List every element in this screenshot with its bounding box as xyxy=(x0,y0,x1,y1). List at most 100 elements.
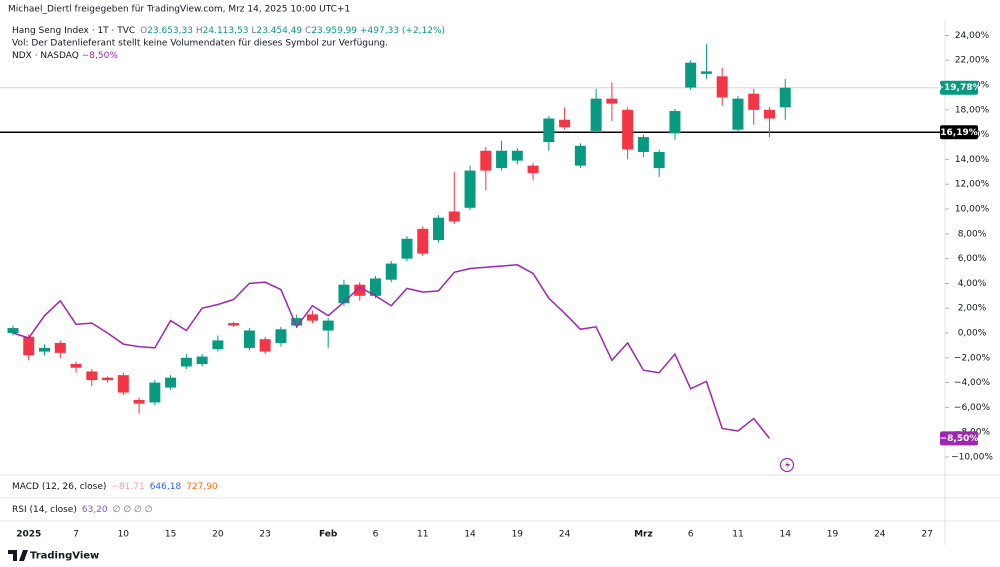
x-tick-label: 23 xyxy=(259,530,270,540)
candle-body xyxy=(165,377,177,388)
candle-body xyxy=(117,375,129,393)
candle-body xyxy=(39,347,51,352)
candle-body xyxy=(417,228,429,254)
y-tick-label: 6,00% xyxy=(958,254,987,264)
candle-body xyxy=(149,382,161,403)
indicator-row: RSI (14, close) 63,20 ∅ ∅ ∅ ∅ xyxy=(12,505,153,515)
candle-body xyxy=(527,165,539,174)
x-tick-label: 27 xyxy=(921,530,932,540)
alert-icon xyxy=(779,457,795,473)
candle-body xyxy=(732,98,744,130)
x-tick-label: 6 xyxy=(373,530,379,540)
price-badge xyxy=(940,125,978,140)
candle-body xyxy=(228,323,240,326)
candle-body xyxy=(102,377,114,381)
candle-body xyxy=(306,314,318,321)
price-badge-label: +19,78% xyxy=(936,83,981,93)
ohlc-value: 23.959,99 xyxy=(311,26,357,36)
candle-body xyxy=(243,330,255,348)
x-tick-label: 20 xyxy=(212,530,224,540)
compare-line xyxy=(12,264,771,439)
legend-change: +497,33 (+2,12%) xyxy=(360,26,445,36)
legend-row: Hang Seng Index · 1T · TVC O23.653,33 H2… xyxy=(12,26,445,36)
candle-body xyxy=(369,278,381,296)
candle-body xyxy=(86,371,98,381)
candle-body xyxy=(496,150,508,169)
x-tick-label: 24 xyxy=(559,530,571,540)
candle-body xyxy=(7,328,19,334)
ohlc-value: 23.454,49 xyxy=(256,26,302,36)
candle-body xyxy=(653,151,665,169)
candle-body xyxy=(180,357,192,367)
candle-body xyxy=(590,98,602,131)
candle-body xyxy=(464,170,476,208)
indicator-value: 727,90 xyxy=(186,482,218,492)
y-tick-label: 18,00% xyxy=(955,105,990,115)
candle-body xyxy=(275,329,287,343)
candle-body xyxy=(23,336,35,356)
ohlc-value: 24.113,53 xyxy=(203,26,249,36)
candle-body xyxy=(259,339,271,352)
x-tick-label: 11 xyxy=(732,530,743,540)
compare-symbol: NDX · NASDAQ xyxy=(12,51,79,61)
ohlc-label: H xyxy=(196,26,203,36)
indicator-value: −81,71 xyxy=(111,482,144,492)
candle-body xyxy=(559,119,571,128)
candle-body xyxy=(700,71,712,74)
y-tick-label: 2,00% xyxy=(958,304,987,314)
candle-body xyxy=(196,356,208,365)
indicator-value: ∅ ∅ ∅ ∅ xyxy=(113,505,153,515)
indicator-row: MACD (12, 26, close) −81,71 646,18 727,90 xyxy=(12,482,218,492)
indicator-value: 646,18 xyxy=(150,482,182,492)
candle-body xyxy=(354,284,366,296)
x-tick-label: 19 xyxy=(512,530,524,540)
brand-name: TradingView xyxy=(30,551,99,562)
x-tick-label: 15 xyxy=(165,530,176,540)
candle-body xyxy=(779,87,791,108)
candle-body xyxy=(511,150,523,161)
candle-body xyxy=(385,263,397,280)
ohlc-label: L xyxy=(251,26,256,36)
candle-body xyxy=(133,399,145,404)
x-tick-label: 24 xyxy=(874,530,886,540)
x-tick-label: 7 xyxy=(73,530,79,540)
y-tick-label: 22,00% xyxy=(955,56,990,66)
x-tick-label: Feb xyxy=(319,530,338,540)
indicator-name: RSI (14, close) xyxy=(12,505,77,515)
volume-note: Vol: Der Datenlieferant stellt keine Vol… xyxy=(12,39,388,49)
y-tick-label: −6,00% xyxy=(954,403,991,413)
candle-body xyxy=(669,111,681,134)
candle-body xyxy=(748,93,760,110)
x-tick-label: 14 xyxy=(464,530,476,540)
indicator-value: 63,20 xyxy=(82,505,108,515)
y-tick-label: 0,00% xyxy=(958,329,987,339)
y-tick-label: −2,00% xyxy=(954,353,991,363)
x-tick-label: 14 xyxy=(780,530,792,540)
y-tick-label: −4,00% xyxy=(954,378,991,388)
candle-body xyxy=(338,284,350,304)
y-tick-label: 4,00% xyxy=(958,279,987,289)
candle-body xyxy=(322,320,334,331)
ohlc-value: 23.653,33 xyxy=(147,26,193,36)
candle-body xyxy=(574,145,586,166)
candle-body xyxy=(448,211,460,222)
candle-body xyxy=(291,318,303,326)
candle-body xyxy=(637,137,649,152)
legend-symbol: Hang Seng Index · 1T · TVC xyxy=(12,26,135,36)
candle-body xyxy=(401,238,413,259)
candle-body xyxy=(763,109,775,119)
candle-body xyxy=(716,76,728,98)
y-tick-label: 12,00% xyxy=(955,180,990,190)
ohlc-label: C xyxy=(305,26,311,36)
x-tick-label: 11 xyxy=(417,530,428,540)
x-tick-label: 19 xyxy=(827,530,839,540)
y-tick-label: 10,00% xyxy=(955,205,990,215)
compare-change: −8,50% xyxy=(82,51,119,61)
price-badge-label: 16,19% xyxy=(940,128,978,138)
candle-body xyxy=(543,118,555,143)
price-badge xyxy=(940,80,978,95)
candle-body xyxy=(433,217,445,241)
price-badge xyxy=(940,431,978,446)
